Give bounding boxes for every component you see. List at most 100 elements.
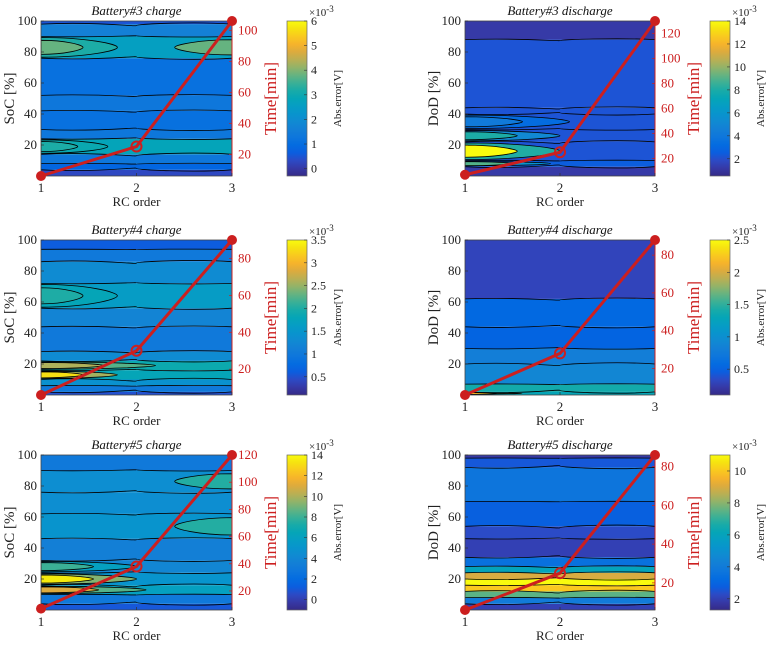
x-axis-label: RC order [536, 628, 585, 643]
time-marker [650, 16, 660, 26]
y-axis-label: DoD [%] [426, 290, 442, 345]
contour-line [41, 377, 232, 382]
contour-lobe [174, 517, 232, 536]
y-tick-label: 80 [448, 263, 461, 278]
time-marker [460, 169, 470, 180]
contour-line [465, 140, 655, 144]
y-tick-label: 80 [448, 478, 461, 493]
y-tick-label: 100 [18, 232, 38, 247]
contour-line [465, 583, 655, 587]
y-right-tick-label: 40 [238, 115, 251, 130]
contour-line [41, 389, 232, 394]
colorbar-tick-label: 2.5 [311, 279, 326, 293]
contour-band [465, 467, 655, 502]
colorbar [286, 20, 308, 177]
colorbar-tick-label: 0 [311, 162, 317, 176]
subplot-4: 1 2 3 20 40 60 80 100 20 40 60 80 Battery#4 discharg… [426, 222, 767, 428]
colorbar [709, 239, 731, 396]
colorbar-tick-label: 2 [734, 265, 740, 279]
y-right-tick-label: 100 [238, 22, 258, 37]
y-right-axis-label: Time[min] [261, 496, 280, 569]
contour-line [41, 593, 232, 596]
contour-band [41, 538, 232, 561]
colorbar-tick-label: 6 [311, 14, 317, 28]
y-right-tick-label: 60 [661, 101, 674, 116]
y-right-tick-label: 80 [661, 76, 674, 91]
colorbar-label: Abs.error[V] [755, 504, 767, 561]
y-tick-label: 80 [448, 44, 461, 59]
x-tick-label: 1 [462, 399, 469, 414]
contour-band [465, 160, 655, 167]
x-tick-label: 2 [557, 399, 564, 414]
y-right-tick-label: 80 [238, 53, 251, 68]
time-line [40, 239, 234, 397]
colorbar-tick-label: 6 [311, 531, 317, 545]
contour-line [41, 350, 232, 354]
y-tick-label: 100 [18, 13, 38, 28]
x-tick-label: 3 [652, 399, 659, 414]
contour-band [465, 557, 655, 567]
contour-line [41, 601, 232, 606]
time-marker [650, 450, 660, 460]
contour-band [465, 458, 655, 468]
colorbar [286, 454, 308, 611]
y-tick-label: 60 [24, 509, 37, 524]
contour-lobe [465, 144, 518, 158]
y-tick-label: 20 [24, 571, 37, 586]
y-right-axis-label: Time[min] [261, 281, 280, 354]
subplot-3: 1 2 3 20 40 60 80 100 20 40 60 80 Battery#4 charge RC… [2, 222, 344, 428]
contour-band [41, 326, 232, 352]
contour-band [41, 455, 232, 471]
y-tick-label: 40 [24, 325, 37, 340]
time-marker [130, 560, 143, 573]
x-tick-label: 1 [462, 614, 469, 629]
y-right-tick-label: 20 [238, 146, 251, 161]
contour-lobe [174, 39, 232, 56]
x-tick-label: 1 [38, 399, 45, 414]
y-right-tick-label: 20 [238, 583, 251, 598]
contour-band [465, 21, 655, 40]
contour-band [465, 39, 655, 108]
y-right-tick-label: 20 [661, 575, 674, 590]
contour-line [41, 384, 232, 387]
subplot-6: 1 2 3 20 40 60 80 100 20 40 60 80 Battery#5 discharg… [426, 437, 767, 643]
y-right-tick-label: 80 [238, 501, 251, 516]
contour-line [41, 56, 232, 60]
y-right-tick-label: 60 [238, 84, 251, 99]
y-right-tick-label: 120 [238, 447, 258, 462]
colorbar-tick-label: 14 [734, 14, 746, 28]
contour-area [41, 455, 232, 610]
colorbar-label: Abs.error[V] [332, 289, 344, 346]
contour-band [41, 24, 232, 37]
contour-lobe [41, 562, 94, 572]
y-right-axis-label: Time[min] [684, 281, 703, 354]
x-tick-label: 2 [557, 614, 564, 629]
contour-band [465, 455, 655, 459]
colorbar-tick-label: 8 [734, 496, 740, 510]
colorbar-tick-label: 8 [734, 83, 740, 97]
contour-line [41, 537, 232, 541]
colorbar-tick-label: 1 [734, 330, 740, 344]
y-tick-label: 60 [448, 294, 461, 309]
y-right-tick-label: 80 [661, 247, 674, 262]
y-axis-label: SoC [%] [2, 72, 18, 124]
contour-lobe [465, 131, 518, 141]
contour-band [41, 370, 232, 380]
contour-band [41, 95, 232, 111]
colorbar-tick-label: 6 [734, 528, 740, 542]
colorbar-tick-label: 10 [734, 60, 746, 74]
contour-line [465, 297, 655, 301]
colorbar-tick-label: 10 [311, 489, 323, 503]
y-axis-label: DoD [%] [426, 71, 442, 126]
contour-line [465, 112, 655, 116]
time-line [464, 20, 657, 177]
y-right-tick-label: 20 [661, 151, 674, 166]
y-right-tick-label: 80 [238, 250, 251, 265]
contour-band [41, 163, 232, 170]
y-axis-label: DoD [%] [426, 505, 442, 560]
colorbar-tick-label: 0.5 [311, 370, 326, 384]
y-right-tick-label: 60 [238, 287, 251, 302]
contour-band [41, 492, 232, 514]
